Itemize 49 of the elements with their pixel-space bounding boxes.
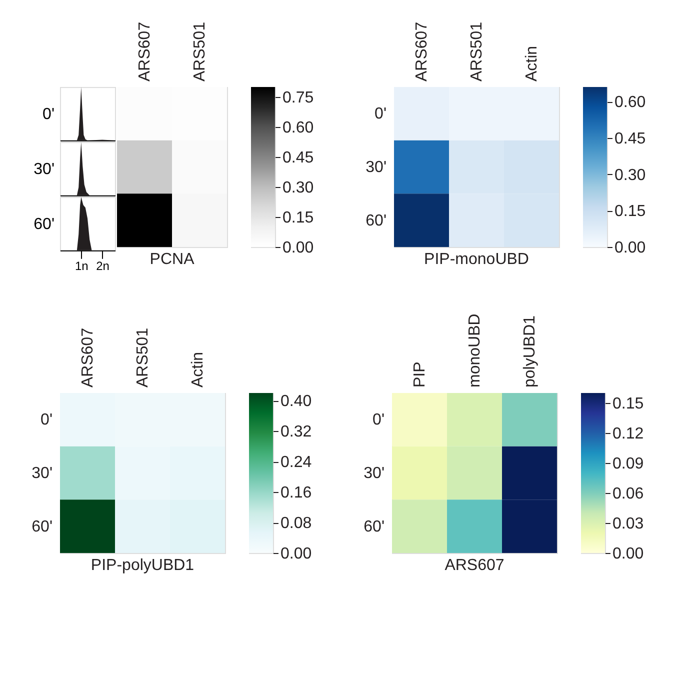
color-bar-label: 0.03 — [612, 516, 644, 532]
text: PIP-monoUBD — [424, 251, 529, 268]
y-tick-label: 60' — [364, 518, 384, 536]
x-tick-label: ARS501 — [468, 22, 486, 82]
color-bar-label: 0.45 — [614, 130, 646, 148]
color-bar-label: 0.12 — [612, 426, 644, 442]
color-bar-label: 0.75 — [282, 90, 314, 106]
y-tick-label: 30' — [32, 465, 52, 482]
y-tick-label: 0' — [374, 106, 386, 123]
y-tick-label: 0' — [372, 412, 384, 429]
x-tick-label: ARS501 — [134, 328, 152, 388]
color-bar-label: 0.06 — [612, 486, 644, 502]
color-bar-label: 0.00 — [614, 240, 646, 256]
text: ARS607 — [444, 557, 504, 574]
x-tick-label: ARS607 — [80, 328, 96, 388]
x-tick-label: ARS607 — [136, 22, 154, 82]
color-bar-label: 0.32 — [280, 424, 312, 441]
x-tick-label: Actin — [190, 352, 206, 388]
x-tick-label: ARS607 — [414, 22, 430, 82]
color-bar-label: 0.16 — [280, 484, 312, 502]
x-tick-label: polyUBD1 — [522, 315, 538, 388]
y-tick-label: 60' — [366, 212, 386, 230]
color-bar-label: 0.15 — [282, 210, 314, 226]
color-bar-label: 0.15 — [612, 396, 644, 412]
x-tick-label: 1n — [74, 258, 88, 273]
color-bar-label: 0.24 — [280, 454, 312, 472]
color-bar-label: 0.09 — [612, 456, 644, 472]
color-bar-label: 0.45 — [282, 150, 314, 166]
text: PIP-polyUBD1 — [90, 557, 194, 574]
color-bar-label: 0.00 — [282, 240, 314, 256]
color-bar-label: 0.60 — [614, 94, 646, 112]
color-bar-label: 0.08 — [280, 515, 312, 532]
x-tick-label: PIP — [412, 362, 428, 388]
x-tick-label: ARS501 — [192, 22, 208, 82]
color-bar-label: 0.00 — [280, 546, 312, 562]
text: PCNA — [150, 251, 195, 268]
x-tick-label: Actin — [524, 46, 540, 82]
color-bar-label: 0.40 — [280, 393, 312, 410]
y-tick-label: 30' — [366, 159, 386, 176]
color-bar-label: 0.00 — [612, 546, 644, 562]
y-tick-label: 30' — [364, 465, 384, 482]
x-tick-label: 2n — [96, 258, 110, 273]
color-bar-label: 0.15 — [614, 203, 646, 220]
y-tick-label: 0' — [40, 412, 52, 429]
x-tick-label: monoUBD — [466, 314, 484, 388]
color-bar-label: 0.30 — [282, 180, 314, 196]
y-tick-label: 60' — [32, 518, 52, 536]
color-bar-label: 0.60 — [282, 120, 314, 136]
color-bar-label: 0.30 — [614, 166, 646, 184]
